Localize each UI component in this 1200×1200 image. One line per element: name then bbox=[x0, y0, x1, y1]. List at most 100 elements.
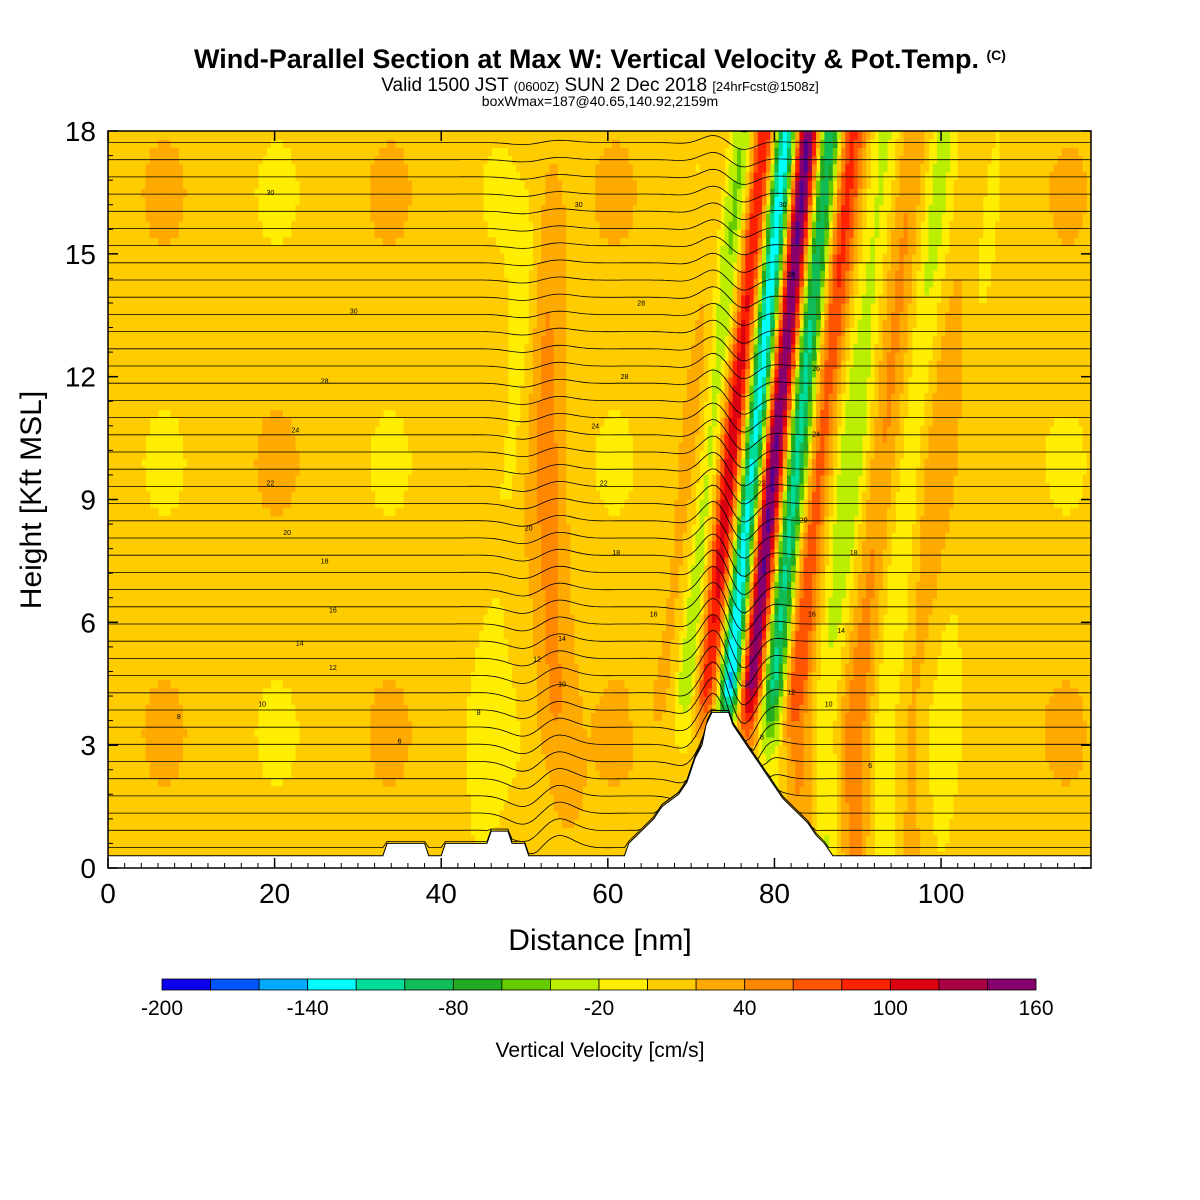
velocity-cell bbox=[108, 360, 113, 370]
velocity-cell bbox=[332, 171, 338, 181]
velocity-cell bbox=[249, 548, 255, 558]
velocity-cell bbox=[145, 532, 151, 542]
velocity-cell bbox=[203, 131, 209, 140]
velocity-cell bbox=[232, 655, 238, 664]
velocity-cell bbox=[170, 384, 176, 394]
velocity-cell bbox=[149, 368, 155, 378]
velocity-cell bbox=[153, 376, 159, 386]
velocity-cell bbox=[303, 180, 309, 189]
velocity-cell bbox=[245, 450, 251, 460]
velocity-cell bbox=[116, 360, 122, 370]
velocity-cell bbox=[253, 442, 259, 451]
velocity-cell bbox=[274, 605, 280, 615]
velocity-cell bbox=[266, 466, 272, 476]
velocity-cell bbox=[191, 524, 197, 533]
velocity-cell bbox=[216, 221, 222, 230]
velocity-cell bbox=[349, 556, 355, 566]
velocity-cell bbox=[162, 294, 167, 304]
velocity-cell bbox=[295, 147, 301, 157]
velocity-cell bbox=[178, 180, 184, 189]
velocity-cell bbox=[199, 458, 205, 468]
velocity-cell bbox=[332, 417, 338, 427]
velocity-cell bbox=[170, 827, 176, 836]
velocity-cell bbox=[241, 728, 247, 738]
velocity-cell bbox=[224, 401, 230, 411]
velocity-cell bbox=[178, 712, 184, 722]
velocity-cell bbox=[224, 818, 230, 828]
velocity-cell bbox=[174, 622, 180, 632]
velocity-cell bbox=[170, 573, 176, 582]
velocity-cell bbox=[299, 605, 305, 615]
velocity-cell bbox=[220, 736, 226, 746]
velocity-cell bbox=[187, 687, 192, 697]
velocity-cell bbox=[312, 302, 317, 312]
velocity-cell bbox=[178, 573, 184, 582]
velocity-cell bbox=[332, 360, 338, 370]
chart-title: Wind-Parallel Section at Max W: Vertical… bbox=[0, 44, 1200, 75]
velocity-cell bbox=[328, 679, 334, 689]
velocity-cell bbox=[220, 139, 226, 148]
velocity-cell bbox=[278, 818, 284, 828]
velocity-cell bbox=[328, 777, 334, 787]
velocity-cell bbox=[228, 565, 234, 574]
velocity-cell bbox=[195, 745, 201, 754]
velocity-cell bbox=[345, 409, 351, 419]
velocity-cell bbox=[312, 483, 317, 492]
velocity-cell bbox=[212, 474, 217, 484]
velocity-cell bbox=[337, 565, 342, 574]
velocity-cell bbox=[182, 196, 188, 206]
velocity-cell bbox=[178, 352, 184, 361]
velocity-cell bbox=[124, 376, 130, 386]
velocity-cell bbox=[108, 188, 113, 198]
velocity-cell bbox=[253, 204, 259, 214]
velocity-cell bbox=[253, 622, 259, 632]
velocity-cell bbox=[349, 507, 355, 517]
velocity-cell bbox=[295, 761, 301, 771]
velocity-cell bbox=[287, 368, 292, 378]
velocity-cell bbox=[120, 728, 126, 738]
velocity-cell bbox=[249, 630, 255, 640]
velocity-cell bbox=[241, 573, 247, 582]
velocity-cell bbox=[307, 278, 313, 288]
velocity-cell bbox=[224, 196, 230, 206]
velocity-cell bbox=[316, 491, 322, 501]
velocity-cell bbox=[274, 638, 280, 648]
velocity-cell bbox=[178, 605, 184, 615]
velocity-cell bbox=[220, 794, 226, 804]
velocity-cell bbox=[153, 352, 159, 361]
velocity-cell bbox=[170, 294, 176, 304]
velocity-cell bbox=[241, 466, 247, 476]
velocity-cell bbox=[108, 687, 113, 697]
velocity-cell bbox=[345, 745, 351, 754]
velocity-cell bbox=[303, 319, 309, 329]
velocity-cell bbox=[116, 769, 122, 779]
velocity-cell bbox=[157, 311, 163, 320]
velocity-cell bbox=[262, 491, 267, 501]
velocity-cell bbox=[216, 524, 222, 533]
velocity-cell bbox=[141, 507, 147, 517]
velocity-cell bbox=[220, 417, 226, 427]
velocity-cell bbox=[116, 753, 122, 763]
velocity-cell bbox=[191, 188, 197, 198]
velocity-cell bbox=[191, 171, 197, 181]
velocity-cell bbox=[257, 818, 263, 828]
velocity-cell bbox=[203, 294, 209, 304]
velocity-cell bbox=[162, 777, 167, 787]
velocity-cell bbox=[303, 540, 309, 550]
velocity-cell bbox=[199, 696, 205, 705]
velocity-cell bbox=[212, 417, 217, 427]
velocity-cell bbox=[349, 777, 355, 787]
velocity-cell bbox=[291, 761, 297, 771]
velocity-cell bbox=[128, 556, 134, 566]
velocity-cell bbox=[116, 745, 122, 754]
velocity-cell bbox=[324, 458, 330, 468]
velocity-cell bbox=[199, 319, 205, 329]
velocity-cell bbox=[312, 712, 317, 722]
velocity-cell bbox=[232, 466, 238, 476]
velocity-cell bbox=[253, 417, 259, 427]
velocity-cell bbox=[141, 704, 147, 714]
velocity-cell bbox=[166, 229, 172, 239]
velocity-cell bbox=[124, 777, 130, 787]
velocity-cell bbox=[216, 696, 222, 705]
velocity-cell bbox=[187, 581, 192, 591]
